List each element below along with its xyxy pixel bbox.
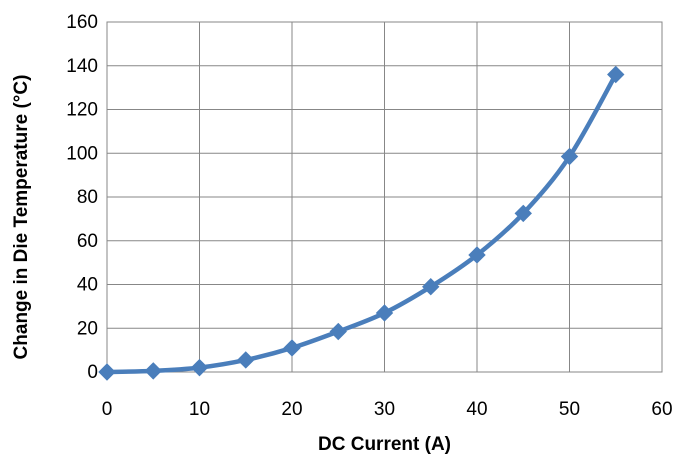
data-point-marker [329, 322, 347, 341]
x-axis-title: DC Current (A) [318, 434, 451, 455]
x-tick-label: 40 [466, 399, 487, 420]
y-tick-label: 60 [77, 231, 98, 252]
data-point-marker [144, 362, 162, 380]
plot-area-border [106, 21, 663, 373]
series-markers [98, 65, 625, 381]
data-point-marker [190, 358, 209, 377]
data-point-marker [98, 363, 116, 381]
y-tick-label: 160 [66, 12, 98, 33]
y-tick-label: 120 [66, 100, 98, 121]
y-tick-label: 80 [77, 187, 98, 208]
y-tick-labels: 0 20 40 60 80 100 120 140 160 [66, 12, 98, 383]
x-tick-label: 0 [102, 399, 113, 420]
data-point-marker [607, 65, 625, 84]
x-tick-label: 30 [374, 399, 395, 420]
y-tick-label: 140 [66, 56, 98, 77]
data-point-marker [237, 351, 255, 369]
x-tick-label: 50 [559, 399, 580, 420]
data-point-marker [468, 246, 486, 264]
y-tick-label: 20 [77, 318, 98, 339]
data-point-marker [283, 339, 301, 357]
x-tick-labels: 0 10 20 30 40 50 60 [102, 399, 673, 420]
y-tick-label: 40 [77, 275, 98, 296]
data-point-marker [514, 204, 532, 223]
data-point-marker [560, 147, 579, 166]
y-axis-title: Change in Die Temperature (°C) [11, 75, 32, 360]
data-point-marker [422, 277, 440, 296]
series-line [104, 72, 618, 375]
x-tick-label: 60 [651, 399, 672, 420]
y-tick-label: 0 [87, 362, 98, 383]
y-tick-label: 100 [66, 143, 98, 164]
data-point-marker [375, 304, 394, 322]
x-tick-label: 20 [281, 399, 302, 420]
x-tick-label: 10 [189, 399, 210, 420]
